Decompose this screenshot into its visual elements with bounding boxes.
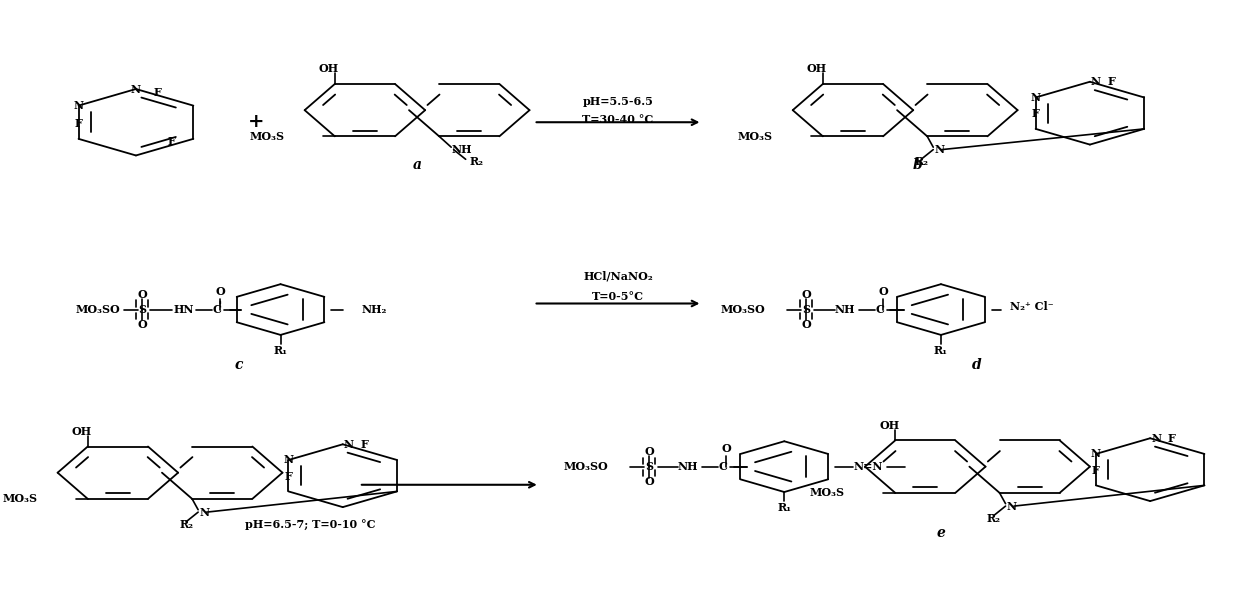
Text: NH: NH [451, 144, 471, 155]
Text: MO₃S: MO₃S [2, 493, 37, 504]
Text: MO₃S: MO₃S [810, 487, 844, 498]
Text: F: F [154, 87, 161, 98]
Text: O: O [138, 289, 146, 300]
Text: HCl/NaNO₂: HCl/NaNO₂ [583, 271, 652, 282]
Text: pH=6.5-7; T=0-10 °C: pH=6.5-7; T=0-10 °C [246, 518, 376, 529]
Text: HN: HN [174, 304, 195, 315]
Text: MO₃SO: MO₃SO [564, 461, 609, 472]
Text: e: e [936, 526, 945, 540]
Text: N: N [200, 507, 210, 518]
Text: S: S [138, 304, 146, 315]
Text: F: F [1032, 108, 1039, 119]
Text: N: N [1151, 433, 1161, 444]
Text: R₂: R₂ [469, 156, 484, 167]
Text: N: N [284, 455, 294, 466]
Text: N: N [1007, 501, 1017, 512]
Text: R₁: R₁ [777, 501, 791, 513]
Text: F: F [167, 137, 176, 148]
Text: F: F [1107, 76, 1116, 87]
Text: O: O [722, 443, 732, 454]
Text: O: O [645, 476, 655, 487]
Text: b: b [913, 158, 923, 172]
Text: C: C [875, 304, 884, 315]
Text: F: F [74, 118, 83, 129]
Text: R₂: R₂ [179, 519, 193, 530]
Text: NH₂: NH₂ [361, 304, 387, 315]
Text: O: O [645, 446, 655, 457]
Text: pH=5.5-6.5: pH=5.5-6.5 [583, 95, 653, 107]
Text: C: C [212, 304, 221, 315]
Text: T=0-5°C: T=0-5°C [591, 291, 644, 302]
Text: N: N [131, 84, 141, 95]
Text: MO₃SO: MO₃SO [76, 304, 120, 315]
Text: OH: OH [807, 63, 827, 75]
Text: OH: OH [72, 426, 92, 437]
Text: S: S [645, 461, 653, 472]
Text: R₁: R₁ [274, 345, 288, 356]
Text: F: F [1092, 465, 1100, 476]
Text: N: N [343, 439, 353, 450]
Text: F: F [284, 471, 293, 482]
Text: R₁: R₁ [934, 345, 947, 356]
Text: N: N [1030, 92, 1040, 103]
Text: +: + [248, 114, 264, 131]
Text: O: O [801, 289, 811, 300]
Text: O: O [801, 319, 811, 330]
Text: NH: NH [835, 304, 854, 315]
Text: O: O [138, 319, 146, 330]
Text: NH: NH [677, 461, 698, 472]
Text: F: F [361, 439, 368, 450]
Text: d: d [972, 358, 982, 372]
Text: O: O [878, 286, 888, 297]
Text: O: O [216, 286, 226, 297]
Text: MO₃S: MO₃S [738, 131, 773, 142]
Text: c: c [234, 358, 243, 372]
Text: a: a [413, 158, 422, 172]
Text: OH: OH [319, 63, 339, 75]
Text: N: N [73, 100, 83, 111]
Text: N₂⁺ Cl⁻: N₂⁺ Cl⁻ [1009, 301, 1053, 312]
Text: N: N [1091, 449, 1101, 459]
Text: N: N [934, 144, 945, 155]
Text: S: S [802, 304, 810, 315]
Text: R₂: R₂ [987, 513, 1001, 524]
Text: T=30-40 °C: T=30-40 °C [583, 114, 653, 124]
Text: R₂: R₂ [914, 156, 929, 167]
Text: N: N [1091, 76, 1101, 87]
Text: C: C [718, 461, 728, 472]
Text: MO₃SO: MO₃SO [720, 304, 765, 315]
Text: MO₃S: MO₃S [249, 131, 284, 142]
Text: N=N: N=N [854, 461, 883, 472]
Text: F: F [1168, 433, 1176, 444]
Text: OH: OH [879, 420, 899, 431]
